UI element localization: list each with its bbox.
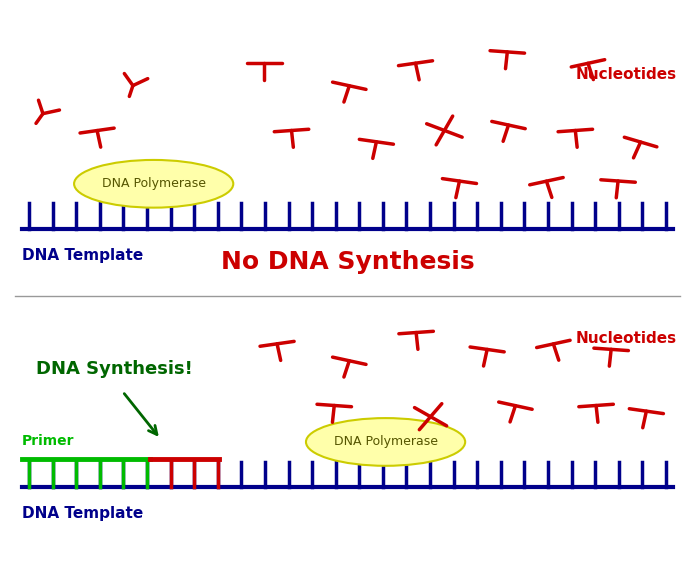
Text: DNA Template: DNA Template: [22, 506, 143, 522]
Text: Primer: Primer: [22, 434, 74, 448]
Text: DNA Polymerase: DNA Polymerase: [334, 435, 438, 448]
Ellipse shape: [306, 418, 465, 466]
Text: No DNA Synthesis: No DNA Synthesis: [221, 250, 474, 274]
Text: Nucleotides: Nucleotides: [575, 331, 676, 346]
FancyArrowPatch shape: [124, 394, 157, 434]
Text: Nucleotides: Nucleotides: [575, 67, 676, 82]
Text: DNA Synthesis!: DNA Synthesis!: [36, 360, 193, 378]
Text: DNA Polymerase: DNA Polymerase: [101, 177, 206, 190]
Text: DNA Template: DNA Template: [22, 248, 143, 263]
Ellipse shape: [74, 160, 234, 208]
